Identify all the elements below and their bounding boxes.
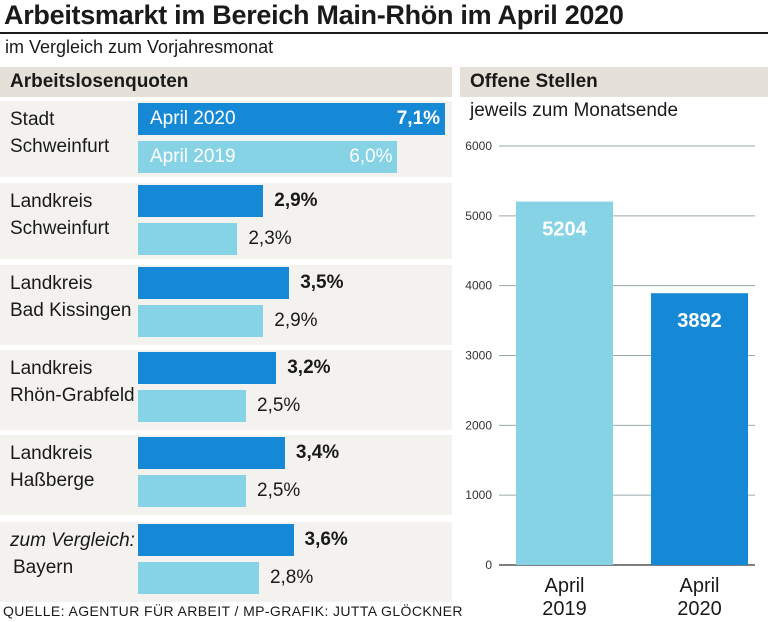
- bar-value-label: 3892: [677, 310, 722, 332]
- bar-april-2019: [138, 390, 246, 422]
- right-panel-heading: Offene Stellen: [460, 67, 768, 97]
- x-tick-label: April: [679, 575, 719, 597]
- bar-open-positions: [651, 293, 748, 565]
- y-tick-label: 2000: [465, 418, 492, 432]
- region-label: Landkreis: [10, 358, 93, 379]
- bar-april-2019: [138, 475, 246, 507]
- bar-april-2020: [138, 437, 285, 469]
- bar-april-2020: [138, 267, 290, 299]
- region-label: Bayern: [13, 557, 74, 578]
- source-note: QUELLE: AGENTUR FÜR ARBEIT / MP-GRAFIK: …: [3, 603, 463, 619]
- bar-open-positions: [516, 201, 613, 565]
- region-label: Haßberge: [10, 470, 95, 491]
- bar-april-2019: [138, 223, 238, 255]
- region-label: Schweinfurt: [10, 218, 110, 239]
- x-tick-label: 2020: [677, 598, 722, 620]
- value-label-april-2019: 2,8%: [269, 567, 314, 588]
- region-label: Schweinfurt: [10, 136, 110, 157]
- bar-april-2020: [138, 103, 445, 135]
- left-panel-heading: Arbeitslosenquoten: [0, 67, 452, 97]
- value-label-april-2020: 3,4%: [295, 442, 340, 463]
- chart-title: Arbeitsmarkt im Bereich Main-Rhön im Apr…: [4, 0, 624, 30]
- y-tick-label: 5000: [465, 209, 492, 223]
- value-label-april-2019: 2,9%: [274, 310, 318, 331]
- title-divider: [0, 32, 768, 34]
- y-tick-label: 3000: [465, 349, 492, 363]
- value-label-april-2020: 2,9%: [274, 190, 318, 211]
- y-tick-label: 6000: [465, 139, 492, 153]
- value-label-april-2019: 2,3%: [248, 228, 292, 249]
- y-tick-label: 0: [485, 558, 492, 572]
- y-tick-label: 1000: [465, 488, 492, 502]
- region-label: Bad Kissingen: [10, 300, 132, 321]
- x-tick-label: April: [544, 575, 584, 597]
- y-tick-label: 4000: [465, 279, 492, 293]
- value-label-april-2020: 3,2%: [287, 357, 331, 378]
- region-label: Rhön-Grabfeld: [10, 385, 135, 406]
- bar-april-2019: [138, 141, 398, 173]
- value-label-april-2019: 6,0%: [349, 146, 393, 167]
- region-label: Landkreis: [10, 273, 93, 294]
- right-panel-subheading: jeweils zum Monatsende: [470, 100, 679, 121]
- x-tick-label: 2019: [542, 598, 587, 620]
- region-label: zum Vergleich:: [10, 530, 135, 551]
- open-positions-chart: 01000200030004000500060005204April201938…: [465, 139, 755, 620]
- bar-april-2020: [138, 185, 264, 217]
- series-label-april-2020: April 2020: [150, 108, 236, 129]
- chart-subtitle: im Vergleich zum Vorjahresmonat: [5, 37, 274, 57]
- bar-april-2019: [138, 305, 264, 337]
- value-label-april-2020: 7,1%: [396, 108, 441, 129]
- region-label: Landkreis: [10, 191, 93, 212]
- bar-april-2020: [138, 524, 294, 556]
- region-label: Stadt: [10, 109, 55, 130]
- series-label-april-2019: April 2019: [150, 146, 236, 167]
- value-label-april-2020: 3,5%: [300, 272, 344, 293]
- value-label-april-2019: 2,5%: [257, 395, 301, 416]
- region-label: Landkreis: [10, 443, 93, 464]
- bar-april-2019: [138, 562, 259, 594]
- value-label-april-2019: 2,5%: [257, 480, 301, 501]
- bar-april-2020: [138, 352, 277, 384]
- value-label-april-2020: 3,6%: [304, 529, 348, 550]
- bar-value-label: 5204: [542, 219, 587, 241]
